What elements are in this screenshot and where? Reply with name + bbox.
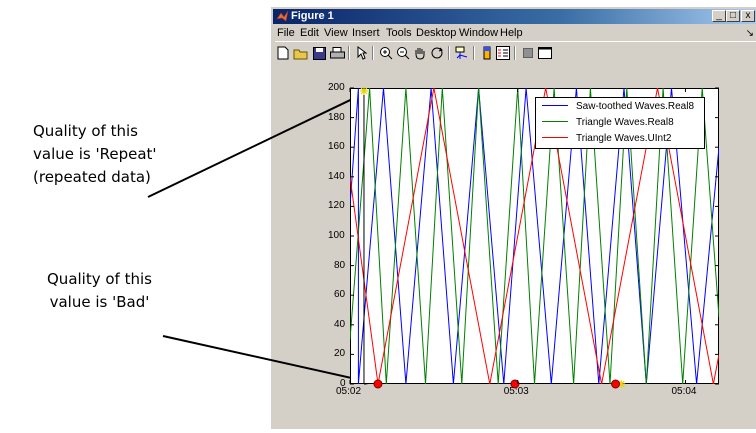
legend-entry-triangle-uint2: Triangle Waves.UInt2 xyxy=(542,131,671,147)
chart-legend[interactable]: Saw-toothed Waves.Real8 Triangle Waves.R… xyxy=(535,97,705,149)
x-tick-label: 05:03 xyxy=(504,386,529,397)
y-tick-label: 20 xyxy=(334,348,345,359)
legend-swatch-triangle-real8 xyxy=(542,121,568,122)
y-tick-label: 200 xyxy=(328,82,345,93)
y-tick-label: 140 xyxy=(328,171,345,182)
legend-entry-saw: Saw-toothed Waves.Real8 xyxy=(542,99,694,115)
legend-label-triangle-uint2: Triangle Waves.UInt2 xyxy=(576,133,671,144)
legend-label-triangle-real8: Triangle Waves.Real8 xyxy=(576,117,674,128)
legend-swatch-saw xyxy=(542,105,568,106)
legend-label-saw: Saw-toothed Waves.Real8 xyxy=(576,101,694,112)
y-tick-label: 100 xyxy=(328,230,345,241)
x-tick-label: 05:04 xyxy=(671,386,696,397)
y-tick-label: 180 xyxy=(328,112,345,123)
y-tick-label: 160 xyxy=(328,141,345,152)
x-tick-label: 05:02 xyxy=(336,386,361,397)
bad-quality-marker xyxy=(612,380,620,388)
repeat-quality-marker xyxy=(360,87,368,95)
legend-swatch-triangle-uint2 xyxy=(542,137,568,138)
y-tick-label: 80 xyxy=(334,260,345,271)
y-tick-label: 120 xyxy=(328,200,345,211)
legend-entry-triangle-real8: Triangle Waves.Real8 xyxy=(542,115,674,131)
bad-quality-marker xyxy=(374,380,382,388)
y-tick-label: 60 xyxy=(334,289,345,300)
y-tick-label: 40 xyxy=(334,319,345,330)
